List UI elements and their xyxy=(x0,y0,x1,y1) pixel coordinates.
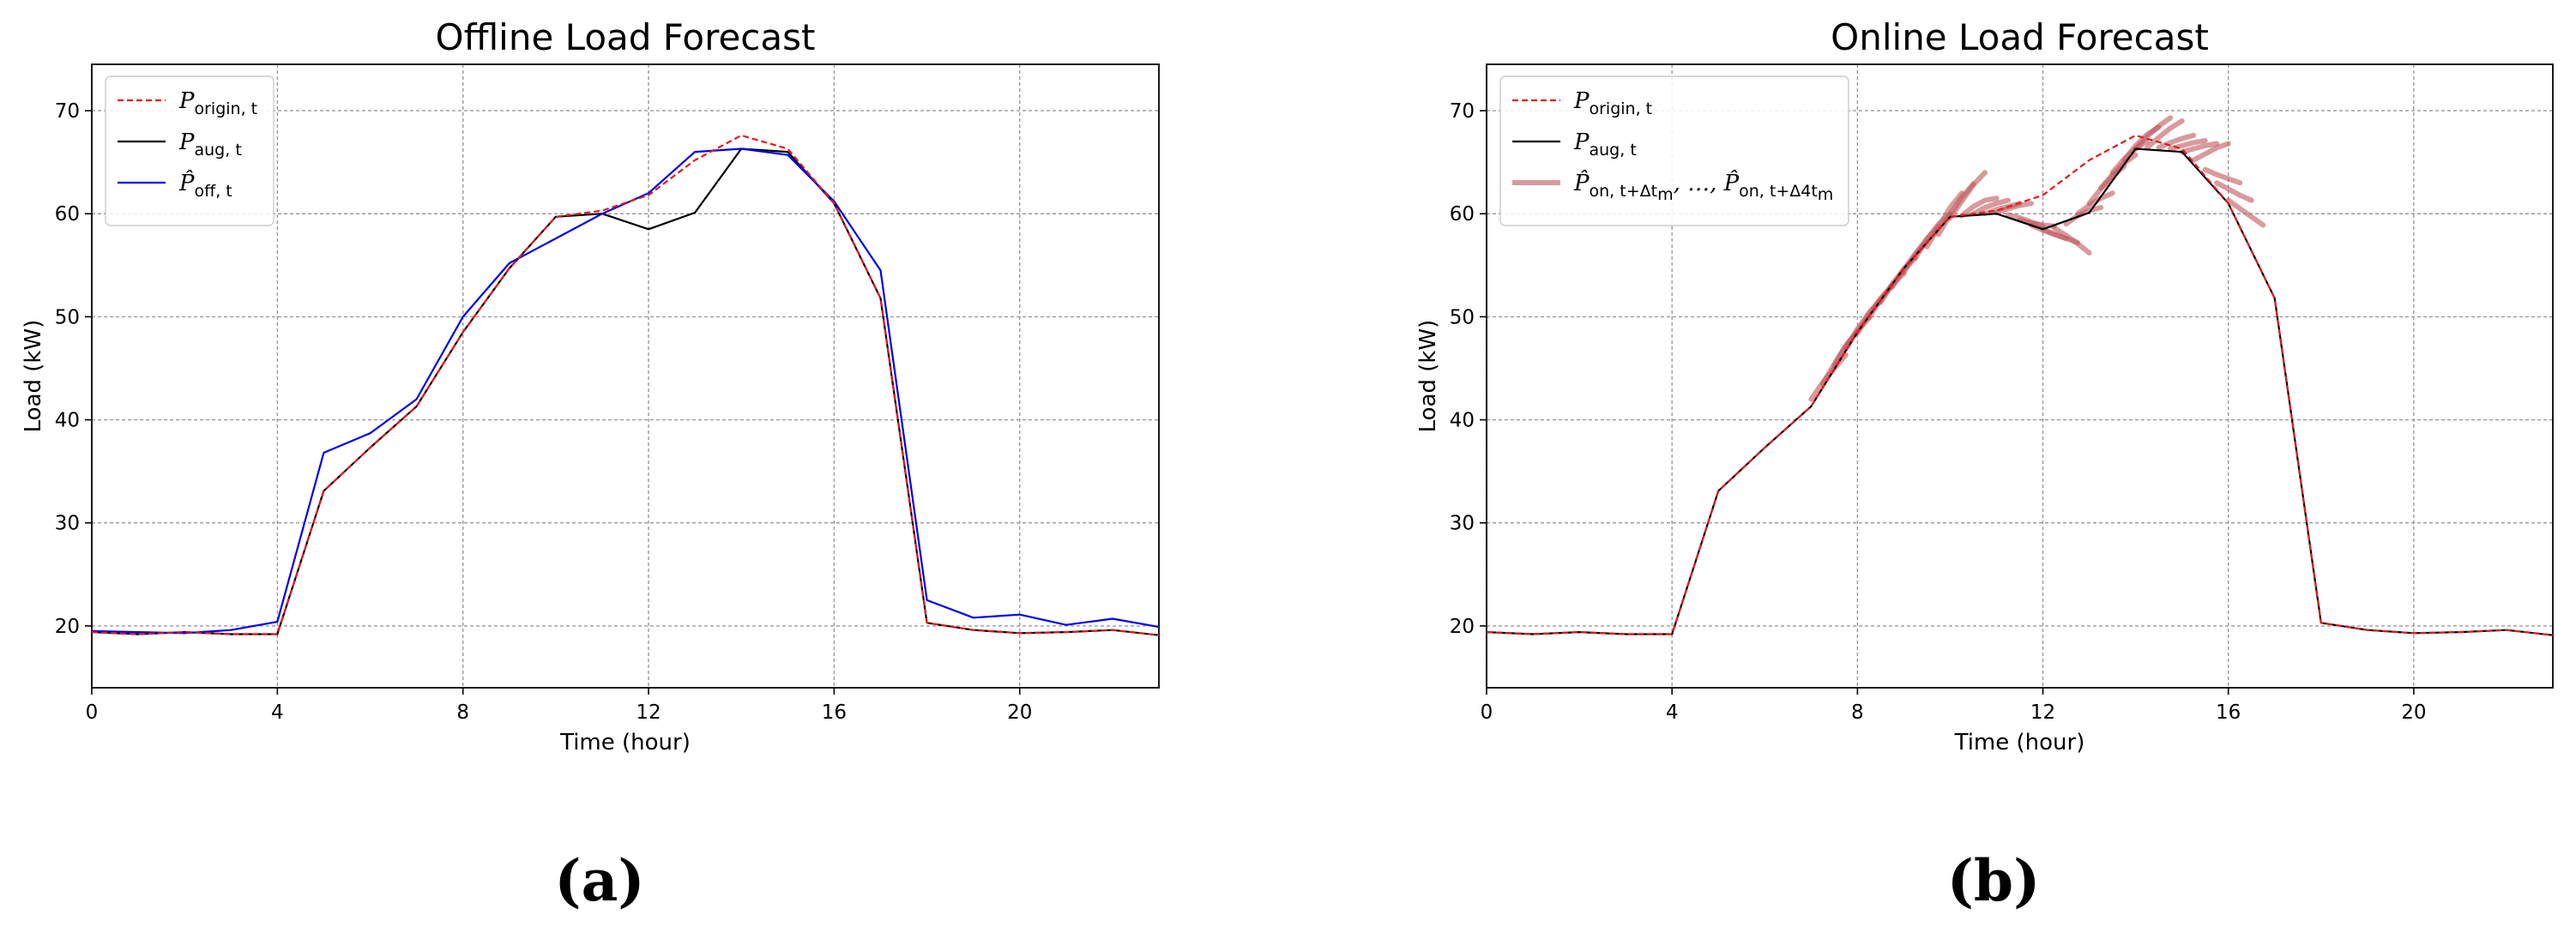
legend-label: Porigin, t xyxy=(178,88,257,118)
legend-label-main: P xyxy=(178,129,195,155)
forecast-segment xyxy=(2179,141,2220,155)
legend-box xyxy=(1499,75,1849,226)
x-tick-label: 12 xyxy=(636,701,661,724)
x-tick-label: 20 xyxy=(2401,701,2426,724)
legend-label: Porigin, t xyxy=(1573,88,1652,118)
forecast-fans xyxy=(1808,115,2266,402)
y-axis-label: Load (kW) xyxy=(21,320,46,433)
grid xyxy=(91,64,1159,688)
x-tick-label: 0 xyxy=(1481,701,1493,724)
forecast-segment xyxy=(1947,170,1988,220)
forecast-segment xyxy=(1994,201,2034,215)
legend-label-main: P xyxy=(178,88,195,114)
legend-label-part: m xyxy=(1657,185,1674,204)
chart-panel-b: 0 4 8 12 16 20 20 30 40 50 60 70 Time (hour) Load (kW… xyxy=(1415,16,2554,914)
y-tick-label: 30 xyxy=(1450,513,1475,535)
legend-label-subscript: off, t xyxy=(195,182,232,201)
forecast-segment xyxy=(1958,196,2000,219)
legend-label-subscript: origin, t xyxy=(1590,99,1653,118)
forecast-segment xyxy=(2052,226,2092,256)
series-line-origin xyxy=(1487,134,2553,636)
chart-panel-a: 0 4 8 12 16 20 20 30 40 50 60 70 Time (hour) Load (kW… xyxy=(21,16,1160,914)
legend-label-part: on, t+Δ4t xyxy=(1739,182,1818,201)
legend-label-main: P xyxy=(1573,88,1590,114)
legend-label-subscript: aug, t xyxy=(1590,141,1637,160)
forecast-segment xyxy=(2156,132,2197,151)
y-tick-label: 70 xyxy=(1450,100,1475,123)
y-tick-label: 50 xyxy=(1450,306,1475,328)
x-tick-label: 16 xyxy=(2216,701,2241,724)
legend-label: P̂off, t xyxy=(178,170,232,201)
legend-label-main: P xyxy=(1573,129,1590,155)
chart-title: Online Load Forecast xyxy=(1831,16,2209,58)
plot-frame xyxy=(1486,63,2554,689)
x-tick-label: 12 xyxy=(2030,701,2055,724)
plot-area xyxy=(92,134,1159,636)
y-tick-label: 30 xyxy=(55,513,80,535)
legend-box xyxy=(105,75,274,226)
legend-label-main: P̂ xyxy=(178,170,195,196)
y-tick-label: 40 xyxy=(1450,410,1475,432)
forecast-segment xyxy=(2191,141,2231,163)
y-tick-label: 60 xyxy=(1450,203,1475,226)
y-tick-label: 50 xyxy=(55,306,80,328)
y-tick-label: 20 xyxy=(55,616,80,638)
legend-label-subscript: aug, t xyxy=(195,141,242,160)
legend-label-part: m xyxy=(1818,185,1834,204)
y-tick-label: 20 xyxy=(1450,616,1475,638)
forecast-segment xyxy=(2145,118,2185,151)
y-tick-label: 40 xyxy=(55,410,80,432)
x-tick-label: 0 xyxy=(86,701,99,724)
y-axis-label: Load (kW) xyxy=(1415,320,1441,433)
x-tick-label: 4 xyxy=(271,701,284,724)
x-tick-label: 8 xyxy=(1851,701,1864,724)
forecast-segment xyxy=(2133,115,2174,152)
forecast-segment xyxy=(1970,197,2011,217)
legend-label-part: P̂ xyxy=(1573,170,1590,196)
panel-label: (a) xyxy=(554,847,644,914)
y-tick-label: 70 xyxy=(55,100,80,123)
legend-label-subscript: origin, t xyxy=(195,99,258,118)
legend-label: P̂on, t+Δtm, …, P̂on, t+Δ4tm xyxy=(1573,170,1833,204)
y-tick-label: 60 xyxy=(55,203,80,226)
series-line-origin xyxy=(92,134,1159,636)
legend-label-part: P̂ xyxy=(1723,170,1740,196)
x-tick-label: 8 xyxy=(456,701,469,724)
x-tick-label: 16 xyxy=(822,701,847,724)
legend-label-part: on, t+Δt xyxy=(1590,182,1658,201)
forecast-segment xyxy=(2075,190,2115,217)
x-tick-label: 20 xyxy=(1007,701,1032,724)
plot-frame xyxy=(91,63,1160,689)
forecast-segment xyxy=(2017,217,2057,229)
x-axis-label: Time (hour) xyxy=(559,730,691,755)
panel-label: (b) xyxy=(1947,847,2041,914)
forecast-segment xyxy=(2214,180,2254,203)
forecast-segment xyxy=(2202,166,2243,186)
forecast-segment xyxy=(2063,205,2104,227)
legend-label: Paug, t xyxy=(178,129,242,160)
x-tick-label: 4 xyxy=(1666,701,1679,724)
legend-label-part: , …, xyxy=(1674,171,1724,196)
x-axis-label: Time (hour) xyxy=(1954,730,2085,755)
chart-title: Offline Load Forecast xyxy=(436,16,816,58)
plot-area xyxy=(1487,115,2553,636)
legend-label: Paug, t xyxy=(1573,129,1637,160)
forecast-segment xyxy=(2225,197,2266,228)
